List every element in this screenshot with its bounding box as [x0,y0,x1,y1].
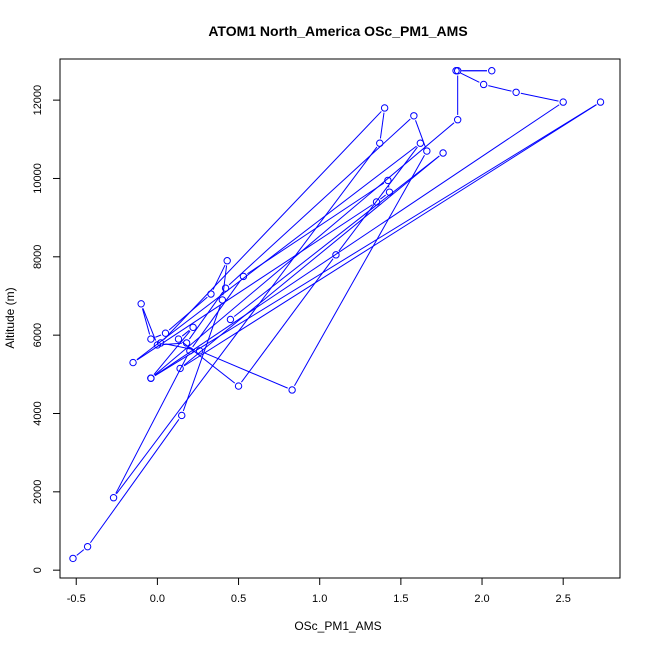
x-tick-label: 1.5 [393,593,408,605]
data-point [195,347,204,355]
plot-frame [59,58,621,579]
x-tick-label: 2.0 [474,593,489,605]
y-tick-label: 8000 [32,245,44,269]
data-point [186,347,194,355]
y-tick-label: 10000 [32,163,44,194]
y-tick-label: 12000 [32,85,44,116]
series-segment [165,343,195,351]
x-tick-label: 0.0 [150,593,165,605]
series-segment [154,104,597,377]
series-segment [89,419,180,544]
data-point [109,494,118,502]
data-point [221,284,230,292]
data-point [332,251,340,259]
series-segment [181,341,236,384]
series-segment [154,104,560,376]
series-segment [136,145,417,361]
series-segment [155,334,162,338]
data-point [380,104,389,112]
data-point [479,80,488,89]
series-segment [247,182,385,275]
series-segment [115,354,189,494]
x-axis-label: OSc_PM1_AMS [294,619,381,633]
data-point [416,139,425,147]
data-point [174,335,183,343]
data-point [439,149,447,157]
data-point [376,139,384,147]
series-segment [488,85,512,92]
data-point [147,335,155,343]
data-point [207,290,215,298]
data-point [147,374,155,382]
series-segment [233,155,440,317]
series-segment [76,549,85,556]
series-segment [460,72,480,83]
y-tick-label: 6000 [32,323,44,347]
data-point [385,188,394,196]
x-tick-label: 2.5 [556,593,571,605]
x-tick-label: 1.0 [312,593,327,605]
series-segment [188,291,224,340]
data-point [156,339,165,347]
chart-title: ATOM1 North_America OSc_PM1_AMS [208,23,467,39]
data-point [410,112,418,120]
series-segment [116,146,378,495]
y-tick-label: 4000 [32,401,44,425]
series-segment [379,112,385,139]
data-point [488,67,496,75]
data-point [176,364,184,373]
data-point [161,329,170,337]
y-axis: 0 2000 4000 6000 8000 10000 12000 [32,85,61,573]
series-segment [294,154,425,387]
data-point [288,386,296,394]
series-segment [520,92,559,102]
data-point [129,358,137,367]
y-axis-label: Altitude (m) [3,287,17,348]
data-point [453,116,462,124]
data-point [83,542,92,551]
series-segment [181,329,190,337]
data-point [226,315,235,324]
data-point [384,176,392,185]
series-segment [136,204,373,361]
y-tick-label: 2000 [32,480,44,504]
series-segment [142,308,157,341]
data-point [223,257,231,265]
series-segment [203,352,288,389]
series-segment [154,122,455,376]
data-point [512,88,520,96]
series-layer [69,67,605,563]
data-point [182,339,191,347]
data-point [596,98,605,106]
data-point [137,300,145,308]
series-segment [183,155,440,366]
series-segment [141,308,151,335]
data-point [239,272,248,281]
x-axis: -0.5 0.0 0.5 1.0 1.5 2.0 2.5 [67,577,571,605]
series-segment [241,258,334,383]
series-segment [163,111,382,340]
y-tick-label: 0 [32,567,44,573]
data-point [372,198,381,206]
data-point [178,411,186,420]
data-point [559,98,567,106]
data-point [234,382,243,390]
data-point [452,67,460,75]
data-point [218,296,227,304]
x-tick-label: -0.5 [67,593,86,605]
x-tick-label: 0.5 [231,593,246,605]
series-segment [380,194,386,200]
data-point [69,554,77,563]
series-segment [153,330,191,375]
series-segment [183,104,597,367]
data-point [423,147,431,155]
data-point [189,323,197,332]
